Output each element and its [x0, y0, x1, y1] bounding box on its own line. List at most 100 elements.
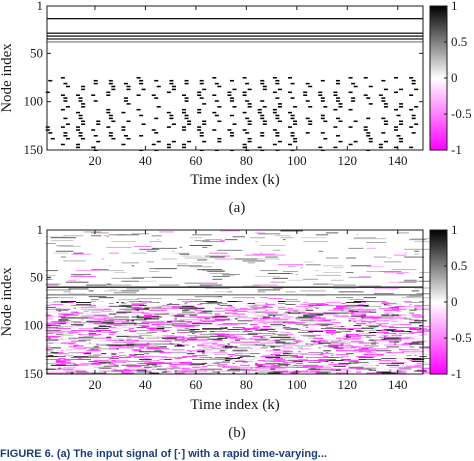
heatmap-cell [353, 140, 358, 143]
heatmap-cell [108, 82, 113, 85]
heatmap-cell [235, 353, 243, 355]
heatmap-cell [139, 336, 142, 338]
heatmap-cell [401, 370, 407, 372]
heatmap-cell [209, 329, 223, 331]
heatmap-cell [83, 353, 92, 355]
heatmap-cell [388, 281, 399, 283]
heatmap-cell [242, 111, 247, 114]
colorbar-segment [430, 309, 447, 313]
heatmap-cell [290, 97, 295, 99]
heatmap-cell [48, 337, 51, 339]
heatmap-cell [376, 340, 389, 342]
heatmap-cell [207, 319, 215, 321]
heatmap-cell [106, 318, 114, 320]
heatmap-cell [245, 132, 250, 134]
heatmap-cell [151, 324, 162, 326]
heatmap-cell [118, 365, 122, 367]
heatmap-cell [320, 361, 331, 363]
heatmap-cell [212, 129, 217, 131]
heatmap-cell [91, 299, 99, 301]
heatmap-cell [108, 265, 112, 267]
heatmap-cell [409, 126, 414, 128]
heatmap-cell [388, 340, 402, 342]
heatmap-cell [144, 307, 150, 309]
heatmap-cell [123, 368, 129, 370]
heatmap-cell [260, 270, 278, 272]
heatmap-cell [118, 333, 132, 335]
heatmap-cell [330, 342, 346, 344]
heatmap-cell [335, 311, 346, 313]
y-tick-label: 100 [24, 94, 44, 109]
heatmap-cell [151, 351, 165, 353]
heatmap-cell [212, 364, 225, 366]
heatmap-cell [45, 347, 51, 349]
heatmap-cell [144, 314, 152, 316]
heatmap-cell [70, 313, 74, 315]
heatmap-cell [217, 363, 228, 365]
heatmap-cell [116, 348, 119, 350]
heatmap-cell [401, 365, 405, 367]
heatmap-cell [184, 82, 189, 85]
heatmap-cell [303, 334, 316, 336]
heatmap-cell [257, 323, 263, 325]
heatmap-cell [298, 347, 304, 349]
heatmap-cell [73, 312, 84, 314]
heatmap-cell [383, 309, 392, 311]
colorbar-segment [430, 94, 447, 98]
heatmap-cell [356, 305, 364, 307]
heatmap-cell [411, 114, 416, 117]
heatmap-cell [108, 331, 117, 333]
heatmap-cell [93, 307, 104, 309]
heatmap-cell [391, 334, 399, 336]
heatmap-cell [363, 345, 369, 347]
heatmap-cell [328, 310, 341, 312]
heatmap-cell [88, 290, 94, 292]
heatmap-cell [73, 304, 89, 306]
heatmap-cell [73, 252, 84, 254]
heatmap-cell [280, 357, 283, 359]
heatmap-cell [260, 114, 265, 117]
heatmap-cell [265, 306, 273, 308]
heatmap-cell [399, 324, 412, 326]
colorbar-segment [430, 63, 447, 67]
heatmap-cell [330, 341, 339, 343]
heatmap-cell [315, 320, 319, 322]
heatmap-cell [98, 361, 112, 363]
heatmap-cell [171, 250, 175, 252]
heatmap-cell [245, 100, 250, 102]
heatmap-cell [250, 340, 253, 342]
heatmap-cell [275, 346, 281, 348]
heatmap-cell [368, 140, 373, 143]
heatmap-cell [363, 350, 377, 352]
heatmap-cell [139, 315, 142, 317]
heatmap-cell [55, 372, 71, 374]
heatmap-cell [406, 305, 412, 307]
heatmap-cell [68, 279, 76, 281]
heatmap-cell [136, 345, 147, 347]
heatmap-cell [419, 328, 422, 330]
heatmap-cell [391, 321, 399, 323]
heatmap-cell [335, 297, 354, 299]
heatmap-cell [174, 358, 182, 360]
heatmap-cell [55, 326, 59, 328]
heatmap-cell [81, 306, 94, 308]
heatmap-cell [293, 364, 299, 366]
heatmap-cell [381, 302, 397, 304]
heatmap-cell [338, 106, 343, 108]
heatmap-cell [45, 372, 56, 374]
heatmap-cell [98, 356, 112, 358]
heatmap-cell [88, 296, 107, 298]
heatmap-cell [222, 273, 240, 275]
colorbar-segment [430, 145, 447, 149]
heatmap-cell [366, 266, 384, 268]
heatmap-cell [197, 369, 210, 371]
heatmap-cell [184, 100, 189, 102]
x-tick-label: 120 [338, 377, 358, 392]
heatmap-cell [388, 319, 397, 321]
heatmap-cell [368, 339, 374, 341]
heatmap-cell [116, 331, 132, 333]
heatmap-cell [187, 353, 195, 355]
heatmap-cell [212, 343, 218, 345]
heatmap-cell [323, 345, 339, 347]
heatmap-cell [318, 91, 323, 94]
